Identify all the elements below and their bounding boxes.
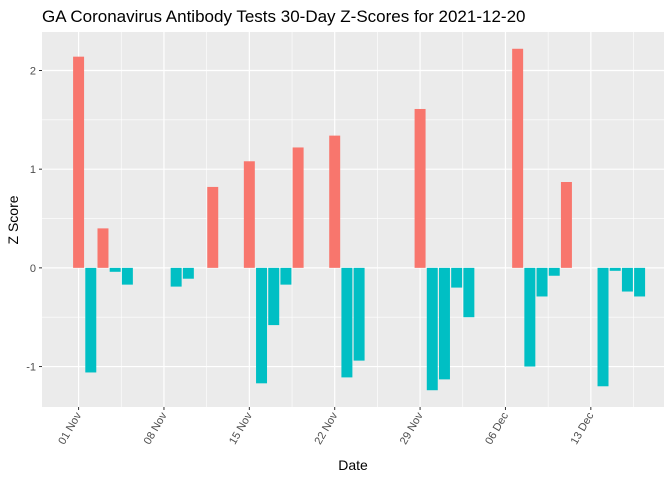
bar [256, 267, 268, 384]
bar [621, 267, 633, 292]
bar [414, 108, 426, 268]
bar [560, 182, 572, 268]
bar [109, 267, 121, 272]
bar [353, 267, 365, 361]
y-tick-label: -1 [26, 362, 36, 374]
bar [268, 267, 280, 326]
bar [451, 267, 463, 288]
chart-title: GA Coronavirus Antibody Tests 30-Day Z-S… [42, 7, 525, 26]
x-axis-label: Date [338, 457, 368, 473]
bar [73, 56, 85, 268]
bar [85, 267, 97, 373]
bar [597, 267, 609, 387]
bars [73, 48, 646, 391]
bar [97, 228, 109, 268]
x-tick-label: 06 Dec [483, 410, 511, 447]
bar [280, 267, 292, 285]
bar [512, 48, 524, 268]
bar [121, 267, 133, 285]
y-tick-label: 0 [30, 263, 36, 275]
x-tick-label: 15 Nov [227, 410, 255, 447]
x-tick-label: 22 Nov [312, 410, 340, 447]
y-axis-label: Z Score [5, 195, 21, 244]
bar [207, 186, 219, 268]
bar [548, 267, 560, 276]
bar [609, 267, 621, 271]
bar [243, 161, 255, 268]
bar [182, 267, 194, 279]
bar [524, 267, 536, 367]
bar [341, 267, 353, 378]
x-axis: 01 Nov 08 Nov 15 Nov 22 Nov 29 Nov 06 Dec 13 D… [56, 407, 597, 447]
y-tick-label: 2 [30, 65, 36, 77]
x-tick-label: 08 Nov [142, 410, 170, 447]
plot-panel [42, 32, 664, 407]
bar [463, 267, 475, 318]
bar [426, 267, 438, 391]
bar [634, 267, 646, 297]
bar [329, 135, 341, 268]
x-tick-label: 29 Nov [398, 410, 426, 447]
y-axis: 2 1 0 -1 [26, 65, 42, 374]
x-tick-label: 01 Nov [56, 410, 84, 447]
x-tick-label: 13 Dec [569, 410, 597, 447]
bar [536, 267, 548, 297]
y-tick-label: 1 [30, 164, 36, 176]
bar [292, 147, 304, 268]
bar [438, 267, 450, 380]
minor-gridlines [42, 32, 664, 407]
bar [170, 267, 182, 287]
